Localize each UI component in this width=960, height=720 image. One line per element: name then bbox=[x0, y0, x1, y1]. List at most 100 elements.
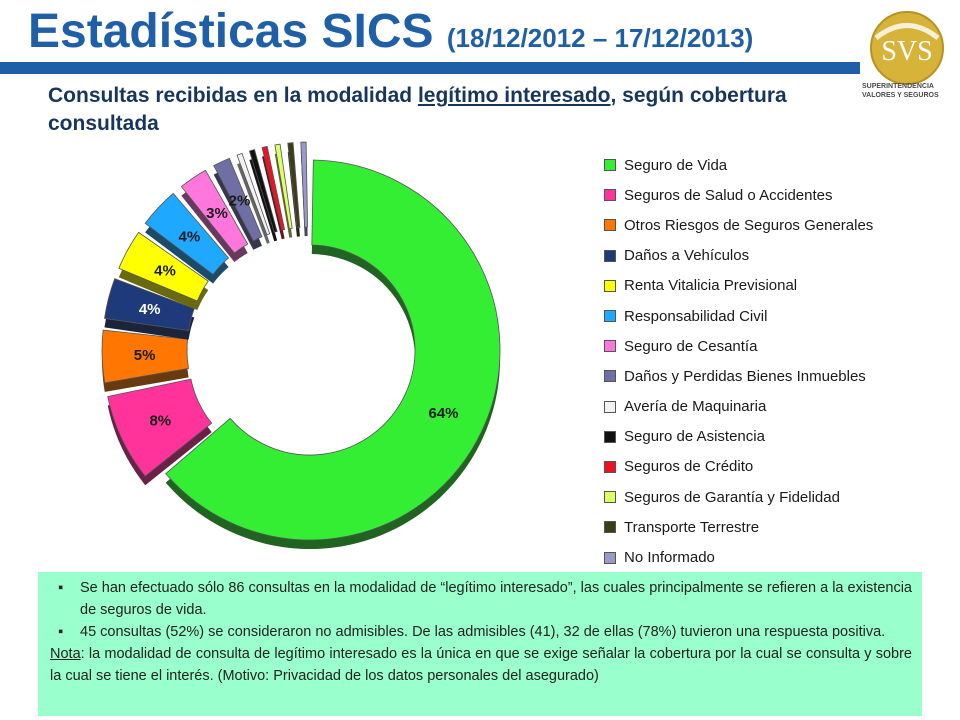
donut-slice-face bbox=[261, 145, 286, 231]
donut-slice bbox=[180, 169, 249, 263]
logo-name-line1: SUPERINTENDENCIA bbox=[862, 83, 934, 90]
donut-slice bbox=[274, 143, 293, 238]
donut-slice-face bbox=[300, 141, 309, 228]
page-title: Estadísticas SICS (18/12/2012 – 17/12/20… bbox=[28, 2, 753, 68]
title-main: Estadísticas SICS bbox=[28, 5, 434, 58]
legend-item: Seguro de Vida bbox=[604, 150, 873, 180]
donut-slice bbox=[144, 192, 230, 284]
donut-slice-face bbox=[144, 192, 230, 276]
slice-label: 2% bbox=[229, 192, 251, 209]
donut-slice-side bbox=[237, 162, 270, 244]
donut-slice-face bbox=[236, 152, 271, 236]
donut-slice bbox=[287, 142, 301, 237]
legend-label: Seguros de Salud o Accidentes bbox=[624, 186, 833, 204]
notes-box: Se han efectuado sólo 86 consultas en la… bbox=[38, 572, 922, 716]
legend-label: Seguro de Asistencia bbox=[624, 428, 765, 446]
slice-label: 3% bbox=[206, 205, 228, 222]
donut-slice-shadow bbox=[249, 158, 278, 242]
legend-label: Seguros de Garantía y Fidelidad bbox=[624, 488, 840, 506]
legend-swatch bbox=[604, 430, 616, 443]
legend-swatch bbox=[604, 189, 616, 202]
legend-item: Avería de Maquinaria bbox=[604, 392, 873, 422]
donut-slice-side bbox=[249, 158, 278, 242]
legend-label: Daños a Vehículos bbox=[624, 247, 750, 265]
legend-swatch bbox=[604, 159, 616, 172]
donut-slice bbox=[213, 157, 263, 250]
legend-item: Seguros de Salud o Accidentes bbox=[604, 180, 873, 210]
slice-label: 4% bbox=[139, 301, 161, 318]
donut-slice bbox=[101, 329, 190, 392]
legend-swatch bbox=[604, 279, 616, 292]
donut-slice-face bbox=[101, 329, 190, 384]
legend-item: Daños y Perdidas Bienes Inmuebles bbox=[604, 361, 873, 391]
slice-label: 4% bbox=[154, 262, 176, 279]
subtitle-post: , según cobertura consultada bbox=[48, 84, 787, 135]
legend-swatch bbox=[604, 400, 616, 413]
legend-item: Renta Vitalicia Previsional bbox=[604, 271, 873, 301]
legend-label: No Informado bbox=[624, 549, 715, 567]
chart-legend: Seguro de Vida Seguros de Salud o Acciden… bbox=[604, 150, 873, 573]
logo-name: SUPERINTENDENCIA VALORES Y SEGUROS bbox=[862, 82, 958, 100]
logo-name-line2: VALORES Y SEGUROS bbox=[862, 92, 939, 99]
subtitle-underlined: legítimo interesado bbox=[417, 84, 611, 107]
donut-slice-face bbox=[274, 143, 293, 230]
legend-item: No Informado bbox=[604, 542, 873, 572]
legend-item: Daños a Vehículos bbox=[604, 241, 873, 271]
note-paragraph: Nota: la modalidad de consulta de legíti… bbox=[50, 643, 912, 687]
legend-label: Renta Vitalicia Previsional bbox=[624, 277, 798, 295]
slice-label: 4% bbox=[179, 229, 201, 246]
donut-slice-face bbox=[248, 149, 278, 233]
legend-item: Seguros de Crédito bbox=[604, 452, 873, 482]
donut-slice bbox=[248, 149, 278, 242]
legend-label: Seguros de Crédito bbox=[624, 458, 754, 476]
legend-swatch bbox=[604, 551, 616, 564]
legend-label: Seguro de Cesantía bbox=[624, 337, 758, 355]
legend-item: Otros Riesgos de Seguros Generales bbox=[604, 210, 873, 240]
title-underline-bar bbox=[0, 62, 860, 74]
donut-slice-face bbox=[118, 231, 209, 302]
donut-slice-shadow bbox=[237, 162, 270, 244]
note-bullet: 45 consultas (52%) se consideraron no ad… bbox=[50, 621, 912, 643]
donut-slices bbox=[101, 141, 501, 550]
legend-swatch bbox=[604, 521, 616, 534]
donut-slice bbox=[165, 159, 501, 550]
logo-swoosh bbox=[874, 23, 940, 40]
legend-swatch bbox=[604, 340, 616, 353]
legend-label: Responsabilidad Civil bbox=[624, 307, 768, 325]
donut-slice bbox=[261, 145, 286, 240]
note-bullet: Se han efectuado sólo 86 consultas en la… bbox=[50, 577, 912, 621]
donut-labels: 64%8%5%4%4%4%3%2% bbox=[134, 192, 459, 429]
legend-swatch bbox=[604, 249, 616, 262]
legend-item: Responsabilidad Civil bbox=[604, 301, 873, 331]
legend-label: Seguro de Vida bbox=[624, 156, 728, 174]
donut-slice-face bbox=[180, 169, 249, 254]
donut-chart: 64%8%5%4%4%4%3%2% bbox=[101, 141, 501, 550]
legend-label: Otros Riesgos de Seguros Generales bbox=[624, 216, 874, 234]
subtitle-pre: Consultas recibidas en la modalidad bbox=[48, 84, 418, 107]
logo-text: SVS bbox=[881, 36, 932, 67]
slice-label: 8% bbox=[149, 413, 171, 430]
legend-swatch bbox=[604, 491, 616, 504]
legend-label: Avería de Maquinaria bbox=[624, 398, 767, 416]
donut-slice bbox=[236, 152, 271, 244]
donut-slice bbox=[107, 378, 213, 486]
legend-item: Seguro de Cesantía bbox=[604, 331, 873, 361]
donut-slice bbox=[300, 141, 309, 237]
notes-list: Se han efectuado sólo 86 consultas en la… bbox=[50, 577, 912, 643]
legend-item: Seguro de Asistencia bbox=[604, 422, 873, 452]
donut-slice-face bbox=[107, 378, 213, 477]
note-text: : la modalidad de consulta de legítimo i… bbox=[50, 646, 912, 684]
donut-slice bbox=[118, 231, 209, 310]
legend-swatch bbox=[604, 370, 616, 383]
legend-swatch bbox=[604, 460, 616, 473]
legend-label: Daños y Perdidas Bienes Inmuebles bbox=[624, 367, 866, 385]
slice-label: 64% bbox=[428, 405, 458, 422]
donut-slice-face bbox=[287, 142, 301, 229]
legend-item: Transporte Terrestre bbox=[604, 512, 873, 542]
donut-slice-face bbox=[213, 157, 263, 242]
donut-slice bbox=[104, 278, 195, 340]
legend-swatch bbox=[604, 219, 616, 232]
chart-subtitle: Consultas recibidas en la modalidad legí… bbox=[48, 82, 878, 138]
donut-slice-face bbox=[165, 159, 501, 541]
note-label: Nota bbox=[50, 646, 81, 662]
